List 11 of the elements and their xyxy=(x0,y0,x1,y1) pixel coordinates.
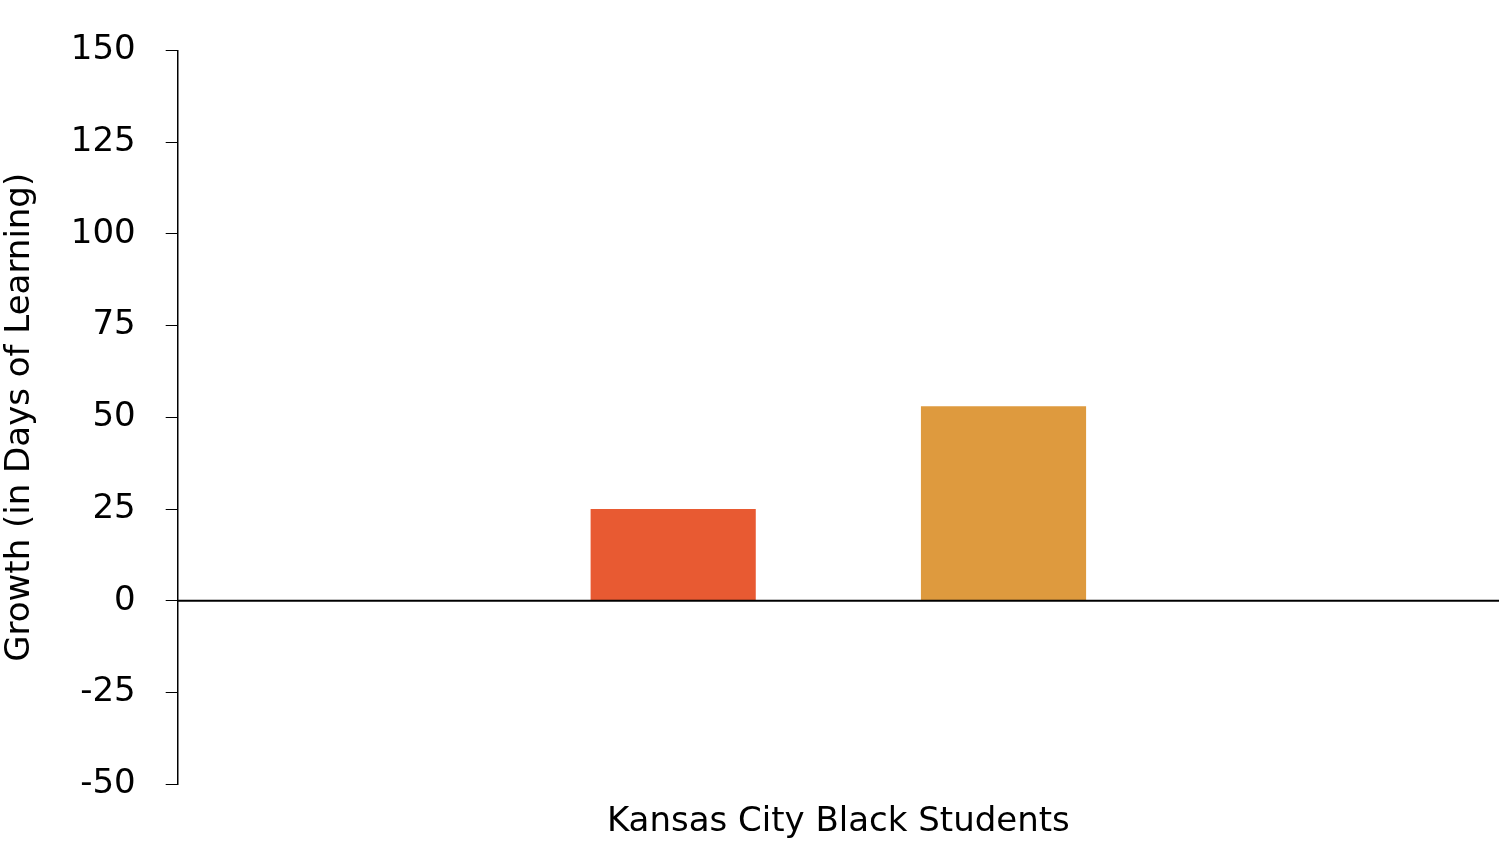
y-tick-label: 150 xyxy=(70,27,136,68)
y-tick-label: -50 xyxy=(80,761,136,802)
y-tick-label: -25 xyxy=(80,669,136,710)
y-tick-label: 125 xyxy=(70,118,136,159)
x-tick-label: Kansas City Black Students xyxy=(606,799,1070,840)
y-tick-label: 75 xyxy=(92,302,136,343)
y-tick-label: 25 xyxy=(92,485,136,526)
y-tick-label: 0 xyxy=(114,577,136,618)
y-tick-label: 50 xyxy=(92,394,136,435)
y-tick-label: 100 xyxy=(70,210,136,251)
y-axis-title: Growth (in Days of Learning) xyxy=(0,172,38,662)
